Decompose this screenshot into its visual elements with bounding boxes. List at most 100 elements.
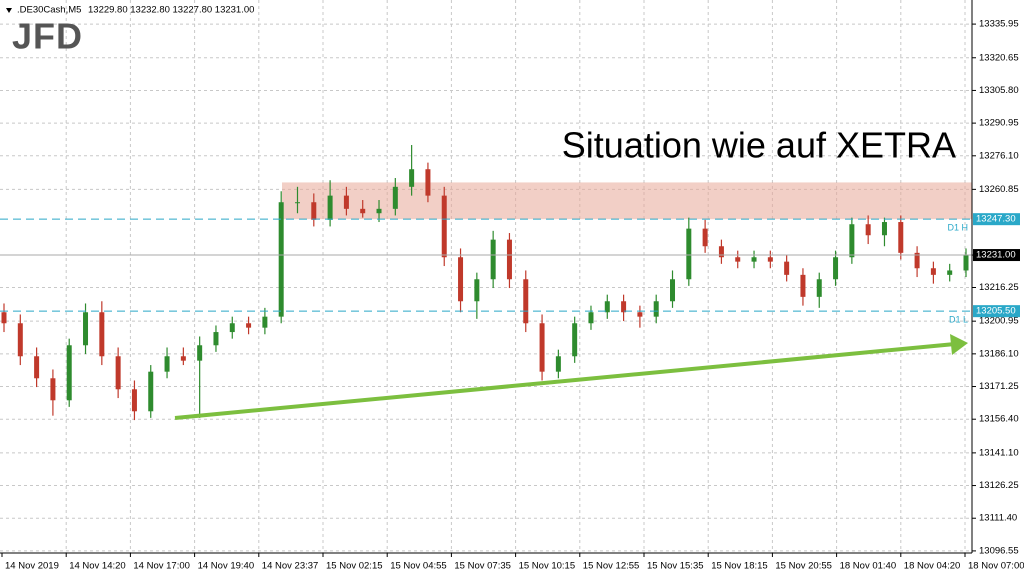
candle-body [930, 268, 936, 275]
candle-body [865, 224, 871, 236]
y-tick-label: 13156.40 [979, 414, 1019, 425]
candle-body [881, 222, 887, 236]
x-tick-label: 15 Nov 12:55 [583, 561, 640, 572]
candle-body [833, 257, 839, 280]
candle-body [262, 316, 268, 328]
candle-body [409, 169, 415, 187]
x-tick-label: 18 Nov 07:00 [968, 561, 1024, 572]
trend-arrow [950, 334, 968, 355]
level-price-label: 13205.50 [976, 306, 1016, 317]
x-tick-label: 15 Nov 07:35 [454, 561, 511, 572]
candle-body [539, 323, 545, 372]
candle-body [751, 257, 757, 262]
candle-body [947, 270, 953, 275]
candle-body [392, 186, 398, 209]
menu-arrow[interactable] [6, 8, 12, 13]
x-tick-label: 14 Nov 14:20 [69, 561, 126, 572]
x-tick-label: 14 Nov 19:40 [198, 561, 255, 572]
candle-body [653, 301, 659, 317]
candle-body [99, 312, 105, 357]
x-tick-label: 15 Nov 10:15 [519, 561, 576, 572]
trend-line [174, 342, 956, 420]
y-tick-label: 13276.10 [979, 150, 1019, 161]
candle-body [621, 301, 627, 313]
candle-body [213, 332, 219, 346]
y-tick-label: 13260.85 [979, 184, 1019, 195]
candle-body [115, 356, 121, 390]
candle-body [180, 356, 186, 361]
x-tick-label: 18 Nov 01:40 [840, 561, 897, 572]
level-name: D1 L [949, 315, 968, 325]
candle-body [914, 252, 920, 269]
candle-body [278, 202, 284, 317]
candle-body [376, 208, 382, 214]
candle-body [523, 279, 529, 324]
candle-body [34, 356, 40, 379]
candle-body [588, 312, 594, 324]
y-tick-label: 13141.10 [979, 447, 1019, 458]
y-tick-label: 13186.10 [979, 348, 1019, 359]
y-tick-label: 13305.80 [979, 85, 1019, 96]
level-name: D1 H [947, 223, 968, 233]
candle-body [17, 323, 23, 357]
logo: JFD [12, 16, 83, 57]
candle-body [555, 356, 561, 372]
x-tick-label: 15 Nov 15:35 [647, 561, 704, 572]
candle-body [311, 202, 317, 220]
candle-body [718, 246, 724, 258]
quote: 13229.80 13232.80 13227.80 13231.00 [88, 5, 254, 16]
candle-body [66, 345, 72, 401]
annotation: Situation wie auf XETRA [562, 125, 956, 166]
symbol: .DE30Cash,M5 [17, 5, 81, 16]
candle-body [702, 228, 708, 247]
y-tick-label: 13290.95 [979, 118, 1019, 129]
x-tick-label: 15 Nov 18:15 [711, 561, 768, 572]
candle-body [784, 261, 790, 275]
candle-body [360, 208, 366, 214]
y-tick-label: 13096.55 [979, 545, 1019, 556]
y-tick-label: 13126.25 [979, 480, 1019, 491]
candle-body [83, 312, 89, 346]
candle-body [670, 279, 676, 302]
x-tick-label: 15 Nov 04:55 [390, 561, 447, 572]
candle-body [800, 274, 806, 297]
level-price-label: 13247.30 [976, 214, 1016, 225]
candle-body [490, 239, 496, 280]
candle-body [131, 389, 137, 412]
y-tick-label: 13320.65 [979, 52, 1019, 63]
candle-body [164, 356, 170, 372]
overlay: D1 H D1 L [0, 218, 972, 325]
y-tick-label: 13335.95 [979, 19, 1019, 30]
x-tick-label: 14 Nov 2019 [5, 561, 59, 572]
candle-body [637, 312, 643, 317]
y-tick-label: 13200.95 [979, 316, 1019, 327]
candle-body [506, 239, 512, 280]
candle-body [148, 371, 154, 412]
y-tick-label: 13111.40 [979, 513, 1017, 524]
zone-layer [282, 182, 972, 220]
candle-body [849, 224, 855, 258]
candle-body [197, 345, 203, 361]
x-tick-label: 15 Nov 20:55 [775, 561, 832, 572]
current-price-box [973, 249, 1020, 262]
candle-body [50, 378, 56, 401]
y-tick-label: 13216.25 [979, 282, 1019, 293]
candle-body [474, 279, 480, 302]
candle-body [327, 195, 333, 220]
candle-body [441, 195, 447, 258]
x-tick-label: 15 Nov 02:15 [326, 561, 383, 572]
x-tick-label: 14 Nov 17:00 [133, 561, 190, 572]
candle-body [246, 323, 252, 328]
candle-body [343, 195, 349, 209]
candle-body [458, 257, 464, 302]
current-price-label: 13231.00 [976, 250, 1016, 261]
x-tick-label: 18 Nov 04:20 [904, 561, 961, 572]
candles [1, 145, 969, 421]
candle-body [229, 323, 235, 333]
candle-body [963, 255, 969, 271]
candle-body [1, 312, 7, 324]
candle-body [816, 279, 822, 297]
level-price-box [973, 213, 1020, 226]
resistance-zone [282, 182, 972, 220]
